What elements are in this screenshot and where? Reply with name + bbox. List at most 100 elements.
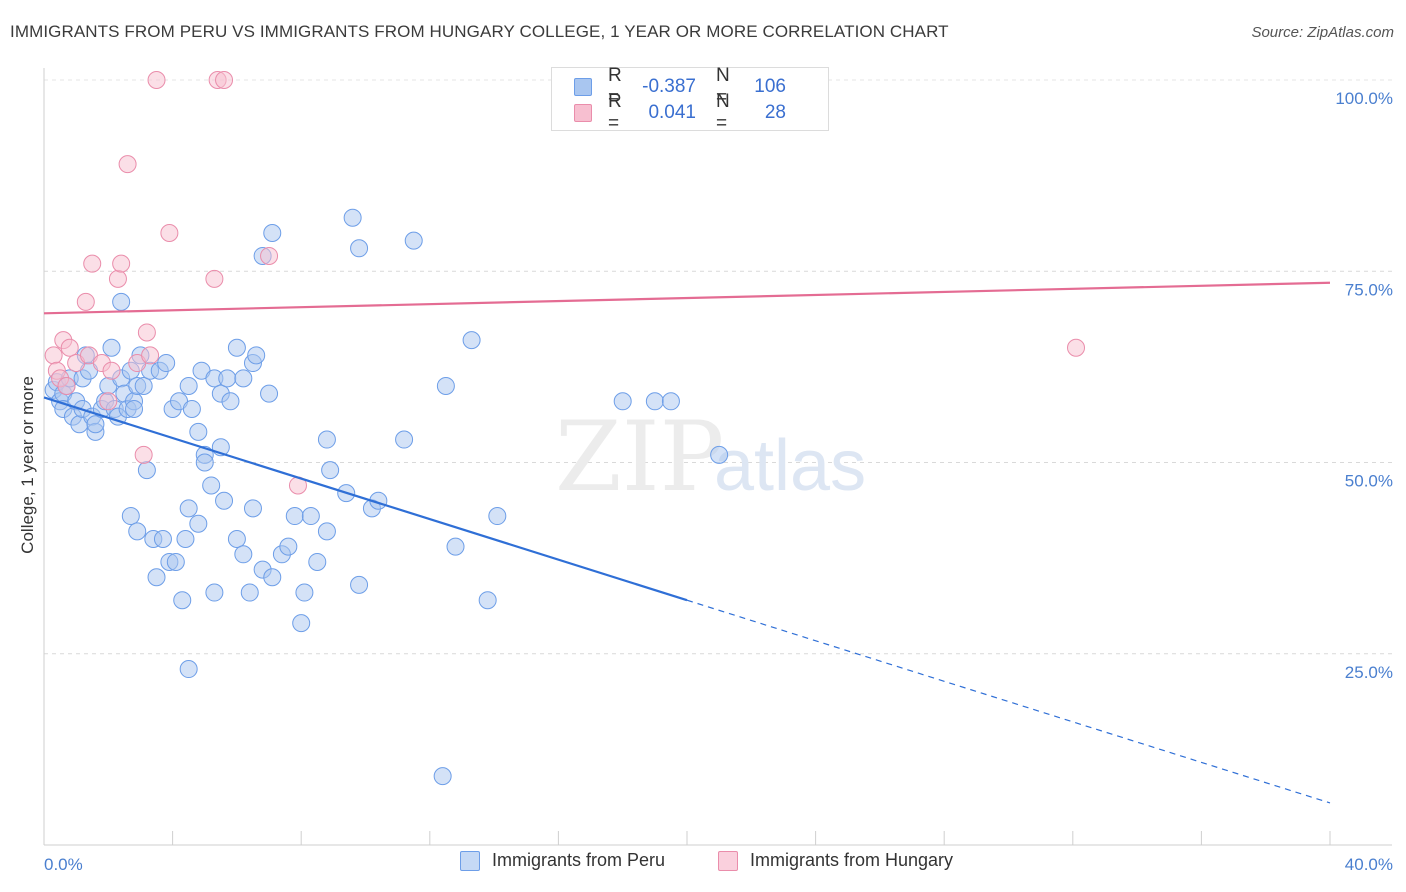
peru-point	[137, 461, 156, 480]
peru-point	[285, 507, 304, 526]
x-tick-label-max: 40.0%	[1345, 855, 1393, 874]
legend-swatch-hungary	[574, 104, 592, 122]
peru-point	[263, 568, 282, 587]
hungary-point	[160, 224, 179, 242]
peru-point	[292, 614, 311, 633]
peru-point	[147, 568, 166, 587]
peru-point	[240, 583, 259, 602]
hungary-point	[99, 392, 118, 411]
peru-point	[215, 491, 234, 510]
peru-point	[179, 377, 198, 395]
peru-point	[227, 338, 246, 357]
peru-point	[112, 292, 131, 311]
tick-labels: 25.0% 50.0% 75.0% 100.0% 0.0% 40.0%	[44, 89, 1393, 874]
bottom-legend-label-hungary: Immigrants from Hungary	[750, 850, 954, 870]
series-hungary-points	[44, 71, 1086, 495]
peru-point	[195, 453, 214, 472]
peru-point	[176, 530, 195, 548]
peru-point	[317, 430, 336, 449]
legend-n-label: N =	[716, 65, 730, 108]
peru-point	[462, 331, 481, 350]
peru-point	[189, 422, 208, 441]
peru-point	[202, 476, 221, 495]
legend-r-label: R =	[608, 91, 622, 134]
peru-point	[182, 399, 201, 418]
hungary-point	[118, 155, 137, 174]
peru-point	[478, 591, 497, 610]
peru-point	[395, 430, 414, 449]
peru-point	[179, 660, 198, 679]
chart-title: IMMIGRANTS FROM PERU VS IMMIGRANTS FROM …	[10, 22, 949, 41]
hungary-point	[215, 71, 234, 89]
peru-point	[218, 369, 237, 388]
legend-row-hungary: R = 0.041 N = 28	[574, 91, 786, 134]
peru-point	[166, 552, 185, 571]
peru-point	[263, 224, 282, 242]
series-peru-points	[44, 208, 729, 786]
axes	[43, 68, 1392, 846]
hungary-point	[260, 246, 279, 265]
y-tick-label: 50.0%	[1345, 472, 1393, 491]
peru-point	[343, 208, 362, 227]
bottom-legend-peru: Immigrants from Peru	[460, 850, 665, 871]
peru-point	[153, 530, 172, 548]
peru-trend-extension	[686, 599, 1331, 804]
peru-point	[173, 591, 192, 610]
watermark: ZIP atlas	[555, 401, 866, 513]
peru-point	[247, 346, 266, 365]
peru-trend-line	[43, 396, 688, 602]
peru-point	[488, 507, 507, 526]
bottom-legend-label-peru: Immigrants from Peru	[492, 850, 666, 870]
peru-point	[710, 445, 729, 464]
hungary-point	[60, 338, 79, 357]
peru-point	[279, 537, 298, 556]
y-tick-label: 100.0%	[1335, 89, 1393, 108]
trend-lines	[43, 281, 1331, 804]
peru-point	[227, 530, 246, 548]
watermark-atlas: atlas	[714, 426, 866, 506]
bottom-legend-hungary: Immigrants from Hungary	[718, 850, 953, 871]
peru-point	[234, 369, 253, 388]
peru-point	[121, 507, 140, 526]
peru-point	[317, 522, 336, 541]
peru-point	[321, 461, 340, 480]
hungary-point	[76, 292, 95, 311]
peru-point	[433, 767, 452, 786]
bottom-legend-swatch-hungary	[718, 850, 738, 871]
peru-point	[260, 384, 279, 403]
legend-r-label: R =	[608, 65, 622, 108]
legend-row-peru: R = -0.387 N = 106	[574, 65, 786, 108]
legend-n-value: 28	[764, 102, 786, 123]
peru-point	[157, 354, 176, 373]
hungary-point	[108, 269, 127, 288]
peru-point	[446, 537, 465, 556]
peru-point	[179, 499, 198, 518]
hungary-point	[137, 323, 156, 342]
peru-point	[613, 392, 632, 411]
hungary-point	[205, 269, 224, 288]
hungary-point	[141, 346, 160, 365]
peru-point	[436, 377, 455, 395]
watermark-zip: ZIP	[555, 401, 724, 513]
peru-point	[350, 575, 369, 594]
hungary-point	[112, 254, 131, 273]
bottom-legend-swatch-peru	[460, 850, 480, 871]
peru-point	[350, 239, 369, 258]
legend-r-value: 0.041	[648, 102, 696, 123]
peru-point	[645, 392, 664, 411]
hungary-point	[147, 71, 166, 89]
peru-point	[301, 507, 320, 526]
peru-point	[295, 583, 314, 602]
peru-point	[404, 231, 423, 250]
peru-point	[102, 338, 121, 357]
peru-point	[243, 499, 262, 518]
x-tick-label-min: 0.0%	[44, 855, 83, 874]
peru-point	[661, 392, 680, 411]
hungary-point	[134, 445, 153, 464]
peru-point	[86, 415, 105, 434]
hungary-trend-line	[43, 281, 1331, 315]
hungary-point	[102, 361, 121, 380]
legend-n-label: N =	[716, 91, 730, 134]
y-axis-title: College, 1 year or more	[18, 376, 37, 554]
